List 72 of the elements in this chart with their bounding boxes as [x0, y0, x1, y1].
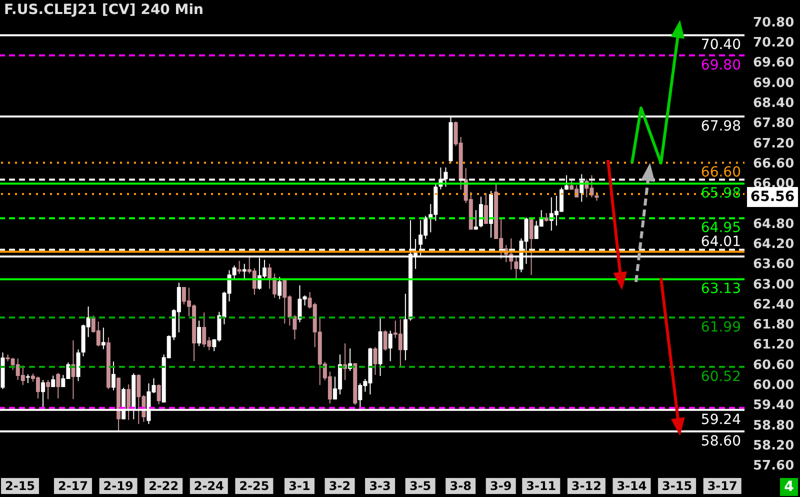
- ref-line-label: 69.80: [700, 57, 741, 74]
- y-tick-label: 66.60: [753, 156, 794, 172]
- y-tick-label: 59.40: [753, 398, 794, 414]
- candlestick: [388, 330, 392, 362]
- y-tick-label: 60.00: [753, 378, 794, 393]
- candlestick: [41, 380, 46, 408]
- chart-title: F.US.CLEJ21 [CV] 240 Min: [4, 2, 204, 18]
- candlestick: [156, 384, 161, 405]
- candlestick: [278, 276, 282, 300]
- y-tick-label: 64.80: [753, 216, 794, 232]
- x-tick-label: 3-3: [369, 479, 391, 493]
- x-tick-label: 2-22: [148, 479, 179, 493]
- candlestick: [101, 327, 106, 350]
- text: 65.56: [747, 187, 798, 208]
- y-tick-label: 58.20: [753, 438, 794, 454]
- y-tick-label: 67.80: [753, 116, 794, 132]
- x-tick-label: 3-11: [526, 479, 556, 493]
- x-tick-label: 2-24: [194, 479, 224, 493]
- ref-line-label: 60.52: [700, 368, 741, 385]
- x-tick-label: 3-15: [662, 479, 692, 493]
- y-tick-label: 61.80: [753, 318, 794, 333]
- y-tick-label: 61.20: [753, 338, 794, 353]
- y-tick-label: 64.20: [753, 236, 794, 252]
- y-tick-label: 63.60: [753, 257, 794, 272]
- candlestick: [56, 372, 60, 399]
- candlestick: [474, 210, 478, 230]
- ref-line-label: 67.98: [700, 118, 741, 134]
- candlestick: [529, 218, 534, 276]
- candlestick: [46, 380, 50, 400]
- x-tick-label: 3-8: [450, 479, 472, 493]
- ref-line-label: 58.60: [700, 433, 741, 450]
- y-tick-label: 63.00: [753, 277, 794, 292]
- candlestick: [197, 320, 202, 347]
- candlestick: [373, 346, 378, 376]
- ref-line-label: 61.99: [700, 320, 741, 336]
- x-tick-label: 3-2: [328, 479, 351, 493]
- ref-line-label: 70.40: [700, 37, 741, 54]
- ref-line-label: 64.95: [700, 220, 741, 236]
- candlestick: [237, 260, 242, 274]
- x-tick-label: 3-1: [288, 479, 310, 493]
- ref-line-label: 65.98: [700, 186, 741, 202]
- candlestick: [514, 256, 518, 280]
- x-tick-label: 3-17: [707, 479, 738, 493]
- candlestick: [112, 361, 116, 391]
- ref-line-label: 63.13: [700, 281, 741, 298]
- y-tick-label: 69.60: [753, 56, 794, 71]
- y-tick-label: 60.60: [753, 358, 794, 373]
- x-tick-label: 3-12: [571, 479, 602, 493]
- ref-line-label: 66.60: [700, 164, 741, 181]
- y-tick-label: 70.80: [753, 15, 794, 30]
- x-tick-label: 2-25: [239, 479, 270, 493]
- candlestick: [484, 192, 488, 224]
- y-tick-label: 69.00: [753, 76, 794, 91]
- x-tick-label: 2-17: [58, 479, 88, 493]
- y-tick-label: 62.40: [753, 297, 794, 312]
- ref-line-label: 59.24: [700, 412, 742, 428]
- x-tick-label: 2-15: [4, 479, 36, 493]
- candlestick: [478, 196, 483, 228]
- y-tick-label: 68.40: [753, 96, 794, 111]
- x-tick-label: 3-9: [490, 479, 512, 493]
- x-tick-label: 2-19: [103, 479, 134, 493]
- y-tick-label: 70.20: [753, 36, 794, 51]
- candlestick: [383, 330, 388, 352]
- ref-line-label: 64.01: [700, 234, 741, 250]
- candlestick: [126, 384, 131, 420]
- x-tick-label: 3-5: [409, 479, 432, 493]
- x-tick-label: 3-14: [616, 479, 647, 493]
- candlestick: [242, 263, 246, 281]
- y-tick-label: 58.80: [753, 418, 794, 434]
- text: 4: [780, 478, 798, 496]
- y-tick-label: 67.20: [753, 136, 794, 152]
- y-tick-label: 57.60: [753, 458, 794, 474]
